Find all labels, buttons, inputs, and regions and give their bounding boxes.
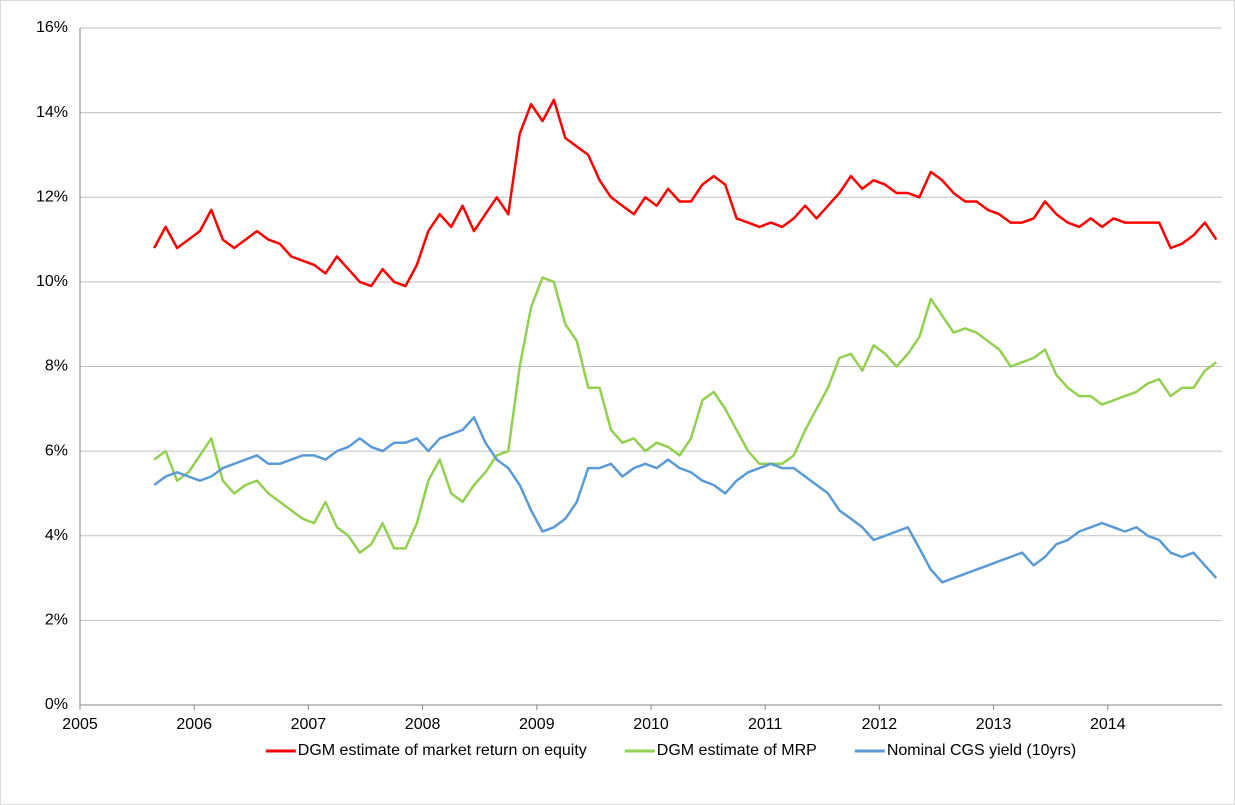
x-tick-label: 2006 [176,716,212,733]
series-line [153,98,1218,288]
legend-label: Nominal CGS yield (10yrs) [887,742,1076,759]
y-tick-label: 4% [45,527,68,544]
y-tick-label: 12% [36,188,68,205]
legend-label: DGM estimate of MRP [657,742,817,759]
x-tick-label: 2012 [862,716,898,733]
x-tick-label: 2009 [519,716,555,733]
x-tick-label: 2011 [748,716,783,733]
y-tick-label: 0% [45,696,68,713]
legend-label: DGM estimate of market return on equity [298,742,587,759]
y-tick-label: 6% [45,442,68,459]
y-tick-label: 14% [36,104,68,121]
x-tick-label: 2013 [976,716,1012,733]
x-tick-label: 2007 [291,716,327,733]
series-line [153,276,1218,554]
x-tick-label: 2005 [62,716,98,733]
x-tick-label: 2010 [633,716,669,733]
y-tick-label: 2% [45,612,68,629]
series-line [153,416,1218,584]
y-tick-label: 10% [36,273,68,290]
y-tick-label: 8% [45,358,68,375]
x-tick-label: 2008 [405,716,441,733]
y-tick-label: 16% [36,19,68,36]
x-tick-label: 2014 [1090,716,1126,733]
